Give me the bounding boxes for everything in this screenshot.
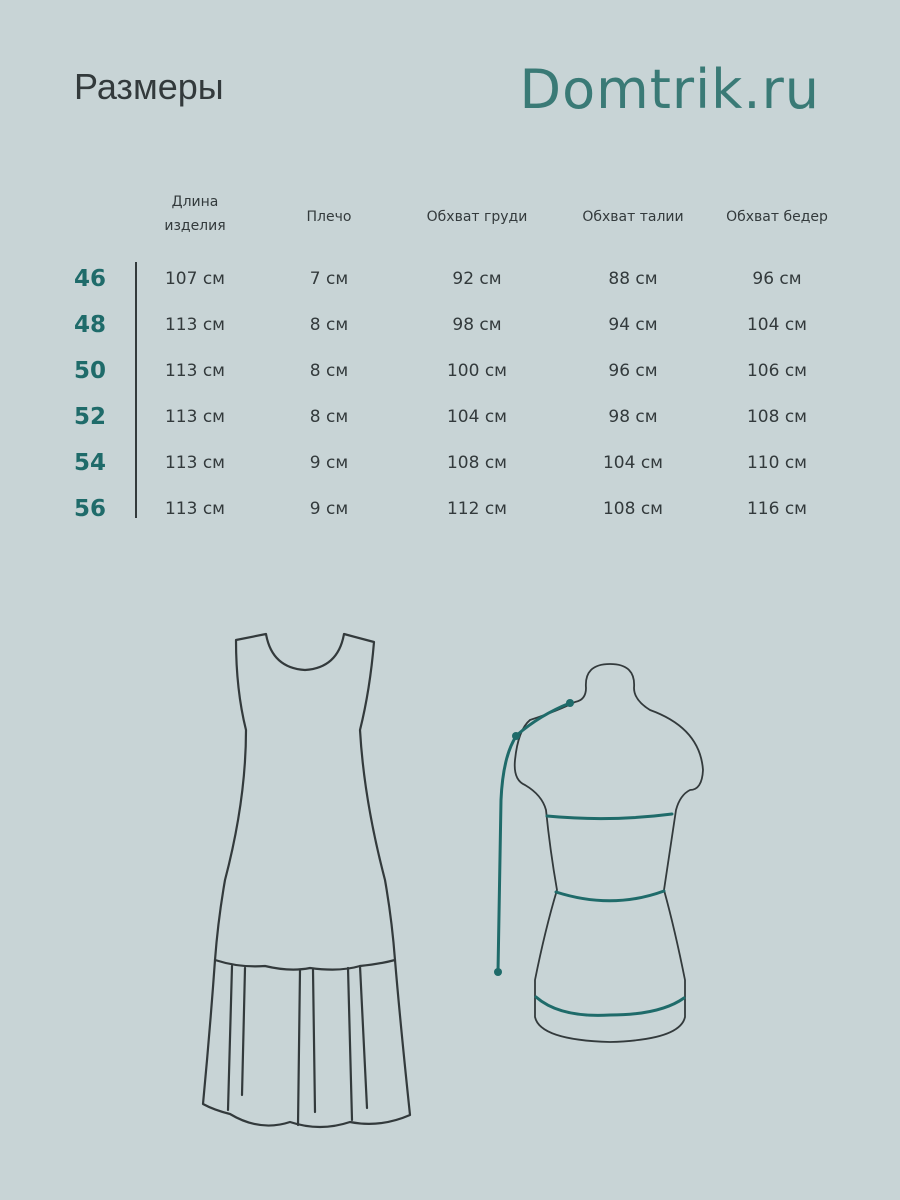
table-cell: 108 см <box>446 453 508 473</box>
size-label: 52 <box>73 404 107 430</box>
table-cell: 108 см <box>602 499 664 519</box>
header-line: Обхват груди <box>426 209 528 225</box>
size-label: 48 <box>73 312 107 338</box>
table-cell: 8 см <box>309 315 349 335</box>
column-header: Обхват груди <box>427 205 528 229</box>
table-cell: 110 см <box>746 453 808 473</box>
table-cell: 100 см <box>446 361 508 381</box>
dress-illustration <box>201 632 412 1129</box>
table-cell: 8 см <box>309 407 349 427</box>
table-cell: 113 см <box>164 361 226 381</box>
table-divider <box>135 262 137 518</box>
page-title: Размеры <box>74 66 224 107</box>
table-cell: 104 см <box>602 453 664 473</box>
table-cell: 98 см <box>452 315 502 335</box>
header-line: Плечо <box>306 209 352 225</box>
table-cell: 9 см <box>309 453 349 473</box>
table-cell: 8 см <box>309 361 349 381</box>
table-cell: 113 см <box>164 499 226 519</box>
table-cell: 88 см <box>608 269 658 289</box>
mannequin-illustration <box>494 663 704 1043</box>
header-line: Обхват бедер <box>726 209 828 225</box>
table-cell: 92 см <box>452 269 502 289</box>
table-cell: 96 см <box>752 269 802 289</box>
table-cell: 106 см <box>746 361 808 381</box>
table-cell: 116 см <box>746 499 808 519</box>
header-line: Обхват талии <box>582 209 684 225</box>
table-cell: 9 см <box>309 499 349 519</box>
table-cell: 96 см <box>608 361 658 381</box>
table-cell: 113 см <box>164 407 226 427</box>
table-cell: 113 см <box>164 453 226 473</box>
header-line: Длина <box>171 194 219 210</box>
table-cell: 108 см <box>746 407 808 427</box>
table-cell: 113 см <box>164 315 226 335</box>
header-line: изделия <box>164 218 226 234</box>
table-cell: 112 см <box>446 499 508 519</box>
table-cell: 104 см <box>746 315 808 335</box>
column-header: Обхват бедер <box>726 205 828 229</box>
size-label: 56 <box>73 496 107 522</box>
column-header: Обхват талии <box>582 205 683 229</box>
size-label: 46 <box>73 266 107 292</box>
table-cell: 104 см <box>446 407 508 427</box>
brand-logo: Domtrik.ru <box>519 58 820 121</box>
table-cell: 94 см <box>608 315 658 335</box>
table-cell: 98 см <box>608 407 658 427</box>
size-label: 54 <box>73 450 107 476</box>
column-header: Плечо <box>307 205 352 229</box>
column-header: Длина изделия <box>164 190 225 238</box>
table-cell: 107 см <box>164 269 226 289</box>
size-label: 50 <box>73 358 107 384</box>
table-cell: 7 см <box>309 269 349 289</box>
